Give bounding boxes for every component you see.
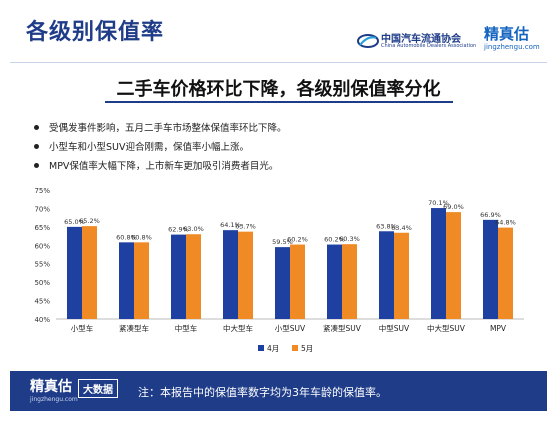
association-name: 中国汽车流通协会 [381, 34, 461, 45]
legend-swatch [258, 345, 264, 351]
category-label: 中型车 [175, 323, 198, 333]
bar-april [67, 226, 82, 319]
data-label: 60.2% [324, 236, 345, 244]
bar-april [275, 247, 290, 319]
footer-badge: 大数据 [78, 379, 118, 398]
header-divider [10, 62, 547, 63]
page-title: 各级别保值率 [26, 20, 165, 45]
legend-label: 5月 [301, 344, 313, 353]
category-label: 中大型车 [223, 323, 253, 333]
category-label: MPV [490, 324, 507, 333]
data-label: 62.9% [168, 226, 189, 234]
bar-april [171, 234, 186, 319]
brand-logo: 精真估 jingzhengu.com [484, 25, 540, 52]
bar-april [119, 242, 134, 319]
brand-url: jingzhengu.com [484, 43, 540, 51]
y-tick-label: 45% [34, 298, 50, 306]
data-label: 60.8% [131, 233, 152, 241]
bullet-dot-icon [34, 144, 39, 149]
data-label: 64.1% [220, 221, 241, 229]
bar-may [238, 231, 253, 319]
footer-bar [10, 371, 547, 411]
bar-may [446, 212, 461, 319]
bullet-text: MPV保值率大幅下降，上市新车更加吸引消费者目光。 [49, 161, 279, 172]
bullet-text: 受偶发事件影响，五月二手车市场整体保值率环比下降。 [49, 123, 287, 134]
bar-may [394, 232, 409, 319]
category-label: 小型车 [71, 323, 94, 333]
y-tick-label: 40% [34, 316, 50, 324]
bar-april [327, 244, 342, 319]
bullet-dot-icon [34, 125, 39, 130]
data-label: 60.2% [287, 236, 308, 244]
data-label: 65.2% [79, 217, 100, 225]
data-label: 66.9% [480, 211, 501, 219]
cada-emblem-icon [357, 34, 379, 48]
y-tick-label: 75% [34, 187, 50, 195]
footer-brand-url: jingzhengu.com [30, 396, 78, 403]
bar-april [483, 219, 498, 319]
legend-label: 4月 [267, 344, 279, 353]
data-label: 64.8% [495, 219, 516, 227]
cada-logo: 中国汽车流通协会 China Automobile Dealers Associ… [357, 28, 476, 56]
footer-brand: 精真估 [30, 379, 72, 395]
bar-may [342, 244, 357, 319]
data-label: 59.5% [272, 238, 293, 246]
y-tick-label: 60% [34, 242, 50, 250]
y-tick-label: 70% [34, 205, 50, 213]
bullet-list: 受偶发事件影响，五月二手车市场整体保值率环比下降。 小型车和小型SUV迎合刚需，… [34, 120, 287, 177]
brand-name: 精真估 [484, 25, 530, 43]
bar-may [186, 234, 201, 319]
y-tick-label: 65% [34, 224, 50, 232]
data-label: 70.1% [428, 199, 449, 207]
bar-may [82, 226, 97, 319]
data-label: 63.7% [235, 223, 256, 231]
footer-note: 注：本报告中的保值率数字均为3年车龄的保值率。 [138, 386, 387, 399]
category-label: 中型SUV [379, 323, 410, 333]
headline-underline [105, 101, 453, 103]
data-label: 63.8% [376, 222, 397, 230]
headline: 二手车价格环比下降，各级别保值率分化 [116, 79, 441, 100]
category-label: 中大型SUV [427, 323, 466, 333]
bar-april [379, 231, 394, 319]
data-label: 65.0% [64, 218, 85, 226]
category-label: 紧凑型车 [119, 323, 149, 333]
bullet-dot-icon [34, 163, 39, 168]
bar-may [134, 242, 149, 319]
data-label: 69.0% [443, 203, 464, 211]
y-tick-label: 50% [34, 279, 50, 287]
legend-swatch [292, 345, 298, 351]
data-label: 60.3% [339, 235, 360, 243]
data-label: 63.4% [391, 224, 412, 232]
category-label: 小型SUV [275, 324, 306, 333]
bar-april [223, 230, 238, 319]
bullet-text: 小型车和小型SUV迎合刚需，保值率小幅上涨。 [49, 142, 249, 153]
bar-april [431, 208, 446, 319]
bullet-item: 受偶发事件影响，五月二手车市场整体保值率环比下降。 [34, 120, 287, 134]
bar-may [290, 244, 305, 319]
bullet-item: MPV保值率大幅下降，上市新车更加吸引消费者目光。 [34, 158, 287, 172]
data-label: 63.0% [183, 225, 204, 233]
data-label: 60.8% [116, 233, 137, 241]
category-label: 紧凑型SUV [323, 323, 362, 333]
bullet-item: 小型车和小型SUV迎合刚需，保值率小幅上涨。 [34, 139, 287, 153]
bar-may [498, 227, 513, 319]
association-name-en: China Automobile Dealers Association [381, 43, 477, 49]
y-tick-label: 55% [34, 261, 50, 269]
